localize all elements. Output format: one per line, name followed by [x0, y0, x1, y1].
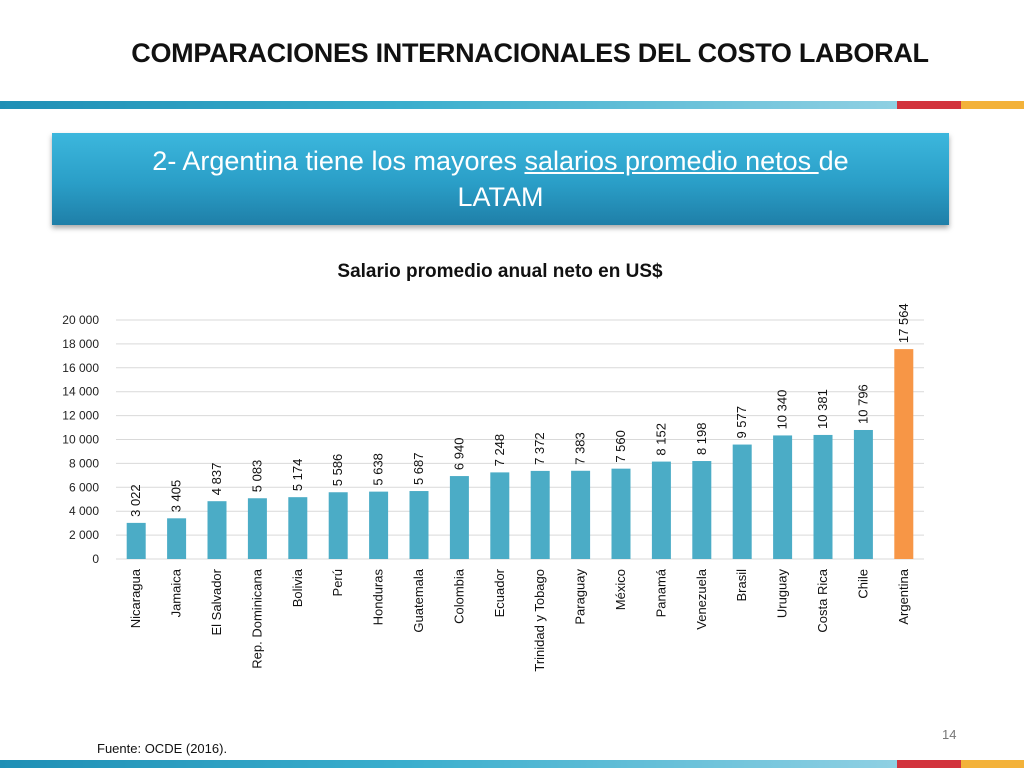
data-label: 10 381: [815, 389, 830, 429]
banner-underlined-text: salarios promedio netos: [524, 146, 819, 176]
y-tick-label: 14 000: [62, 385, 99, 399]
x-tick-label: Perú: [330, 569, 345, 596]
x-tick-label: Guatemala: [411, 568, 426, 632]
y-tick-label: 6 000: [69, 480, 99, 494]
bottom-accent-stripe: [0, 760, 1024, 768]
bar: [207, 501, 227, 559]
y-tick-label: 4 000: [69, 504, 99, 518]
page-number: 14: [942, 727, 957, 742]
y-tick-label: 12 000: [62, 409, 99, 423]
x-tick-label: Chile: [855, 569, 870, 599]
bar: [126, 522, 146, 559]
data-label: 5 687: [411, 452, 426, 485]
y-tick-label: 2 000: [69, 528, 99, 542]
x-tick-label: Rep. Dominicana: [249, 568, 264, 668]
x-tick-label: Brasil: [734, 569, 749, 602]
bar: [651, 461, 671, 559]
bar: [611, 468, 631, 559]
bar: [247, 498, 267, 559]
x-tick-label: Bolivia: [290, 568, 305, 607]
y-tick-label: 20 000: [62, 313, 99, 327]
x-tick-label: Colombia: [451, 568, 466, 624]
data-label: 9 577: [734, 406, 749, 439]
y-tick-label: 16 000: [62, 361, 99, 375]
data-label: 10 340: [775, 390, 790, 430]
x-tick-label: Costa Rica: [815, 568, 830, 632]
y-tick-label: 10 000: [62, 433, 99, 447]
x-tick-label: El Salvador: [209, 568, 224, 635]
banner-line-2: LATAM: [457, 182, 544, 212]
slide-title: COMPARACIONES INTERNACIONALES DEL COSTO …: [131, 38, 929, 68]
bar: [732, 444, 752, 559]
headline-banner: 2- Argentina tiene los mayores salarios …: [52, 133, 949, 225]
bar: [813, 434, 833, 559]
banner-text-part1: 2- Argentina tiene los mayores: [152, 146, 525, 176]
x-tick-label: Trinidad y Tobago: [532, 569, 547, 672]
banner-line-1: 2- Argentina tiene los mayores salarios …: [152, 143, 848, 179]
bar: [490, 472, 510, 559]
data-label: 7 383: [573, 432, 588, 465]
data-label: 8 152: [653, 423, 668, 456]
data-label: 5 638: [371, 453, 386, 486]
data-label: 3 405: [169, 480, 184, 513]
bar: [853, 429, 873, 559]
data-label: 6 940: [451, 438, 466, 471]
bar: [571, 470, 591, 559]
x-tick-label: Ecuador: [492, 568, 507, 617]
bar: [894, 349, 914, 559]
y-tick-label: 8 000: [69, 456, 99, 470]
x-tick-label: Jamaica: [169, 568, 184, 617]
bar: [692, 461, 712, 559]
data-label: 3 022: [128, 484, 143, 517]
y-tick-label: 18 000: [62, 337, 99, 351]
y-tick-label: 0: [92, 552, 99, 566]
x-tick-label: Paraguay: [573, 569, 588, 625]
chart-title: Salario promedio anual neto en US$: [337, 261, 663, 282]
banner-text-part2: de: [818, 146, 849, 176]
top-accent-stripe: [0, 101, 1024, 109]
data-label: 5 586: [330, 454, 345, 487]
bar: [167, 518, 187, 559]
x-tick-label: Honduras: [371, 569, 386, 626]
x-tick-label: Uruguay: [775, 569, 790, 619]
data-label: 7 560: [613, 430, 628, 463]
bar: [409, 491, 429, 559]
x-tick-label: Nicaragua: [128, 568, 143, 628]
data-label: 7 248: [492, 434, 507, 467]
bar: [449, 476, 469, 559]
x-tick-label: Argentina: [896, 568, 911, 624]
bar: [288, 497, 308, 559]
bar: [773, 435, 793, 559]
source-note: Fuente: OCDE (2016).: [97, 741, 228, 756]
data-label: 7 372: [532, 432, 547, 465]
bar: [369, 491, 389, 559]
data-label: 17 564: [896, 303, 911, 343]
bar: [328, 492, 348, 559]
x-tick-label: Venezuela: [694, 568, 709, 629]
data-label: 8 198: [694, 422, 709, 455]
x-tick-label: México: [613, 569, 628, 610]
x-tick-label: Panamá: [653, 568, 668, 617]
data-label: 5 083: [249, 460, 264, 493]
data-label: 4 837: [209, 463, 224, 496]
data-label: 10 796: [855, 384, 870, 424]
bar: [530, 470, 550, 559]
data-label: 5 174: [290, 459, 305, 492]
